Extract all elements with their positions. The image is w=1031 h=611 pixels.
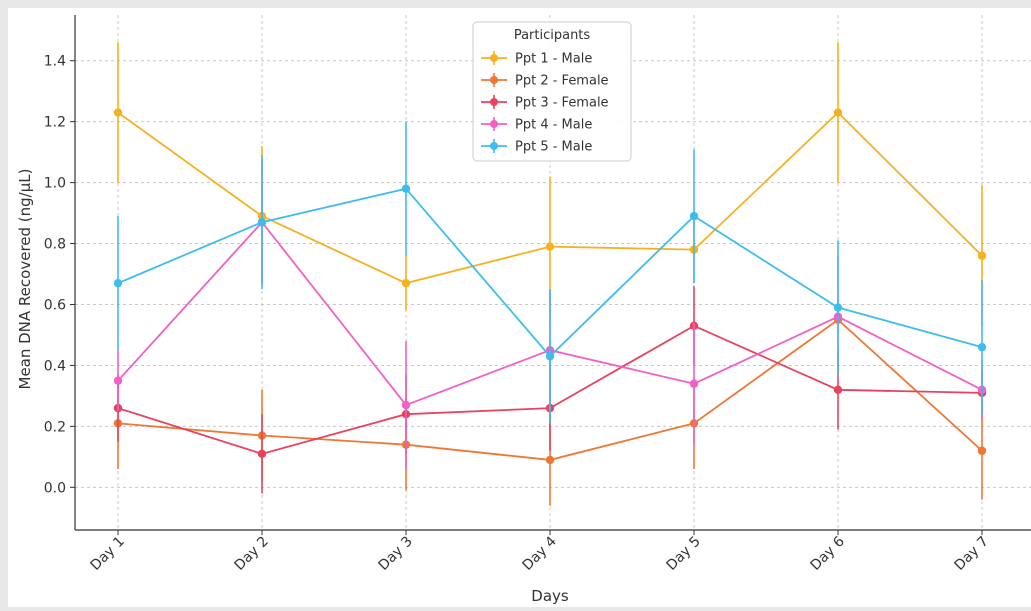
- x-tick-label: Day 7: [952, 534, 992, 574]
- y-tick-label: 1.0: [44, 176, 66, 192]
- y-tick-label: 0.4: [44, 358, 66, 374]
- legend-label: Ppt 4 - Male: [515, 118, 592, 133]
- y-axis-label: Mean DNA Recovered (ng/µL): [16, 169, 34, 390]
- x-tick-label: Day 4: [520, 533, 560, 573]
- x-tick-label: Day 2: [232, 534, 272, 574]
- y-tick-label: 1.4: [44, 54, 66, 70]
- data-point: [113, 376, 123, 385]
- data-point: [401, 400, 411, 410]
- legend-item: Ppt 1 - Male: [481, 51, 592, 67]
- legend-swatch-marker: [490, 98, 498, 106]
- data-point: [401, 278, 411, 288]
- legend-swatch-marker: [490, 120, 498, 128]
- series-5: [113, 121, 987, 424]
- legend-item: Ppt 3 - Female: [481, 95, 609, 111]
- line-chart: Mean DNA Recovered (ng/µL) Days 0.0 0.2 0.…: [16, 15, 1031, 605]
- legend-label: Ppt 3 - Female: [515, 96, 609, 111]
- y-tick-label: 1.2: [44, 115, 66, 131]
- data-point: [257, 218, 267, 227]
- data-point: [689, 379, 699, 388]
- x-tick-label: Day 6: [808, 533, 848, 573]
- data-point: [833, 108, 843, 117]
- data-point: [977, 251, 987, 260]
- legend-swatch-marker: [490, 142, 498, 150]
- data-point: [977, 446, 987, 455]
- y-tick-label: 0.0: [44, 480, 66, 496]
- data-point: [113, 108, 123, 117]
- y-tick-label: 0.2: [44, 419, 66, 435]
- legend-label: Ppt 2 - Female: [515, 74, 609, 89]
- y-tick-label: 0.8: [44, 237, 66, 253]
- x-axis-label: Days: [531, 587, 569, 605]
- x-tick-label: Day 3: [376, 534, 416, 574]
- legend-label: Ppt 5 - Male: [515, 140, 592, 155]
- data-point: [689, 211, 699, 221]
- data-point: [833, 303, 843, 312]
- legend-title: Participants: [514, 28, 591, 43]
- data-point: [113, 278, 123, 288]
- x-tick-label: Day 1: [88, 534, 128, 574]
- data-point: [545, 242, 555, 251]
- data-point: [401, 184, 411, 193]
- data-point: [545, 455, 555, 465]
- data-point: [545, 352, 555, 361]
- y-tick-label: 0.6: [44, 297, 66, 313]
- series-layer: [113, 42, 987, 506]
- legend-swatch-marker: [490, 54, 498, 62]
- data-point: [833, 385, 843, 395]
- legend-item: Ppt 4 - Male: [481, 117, 592, 133]
- chart-frame: Mean DNA Recovered (ng/µL) Days 0.0 0.2 0.…: [8, 8, 1031, 607]
- legend: Participants Ppt 1 - Male Ppt 2 - Female P…: [472, 21, 632, 162]
- legend-box: [472, 21, 632, 162]
- legend-label: Ppt 1 - Male: [515, 52, 592, 67]
- legend-swatch-marker: [490, 76, 498, 84]
- data-point: [977, 342, 987, 352]
- x-tick-label: Day 5: [664, 534, 704, 574]
- legend-item: Ppt 5 - Male: [481, 139, 592, 155]
- legend-item: Ppt 2 - Female: [481, 73, 609, 89]
- data-point: [257, 449, 267, 459]
